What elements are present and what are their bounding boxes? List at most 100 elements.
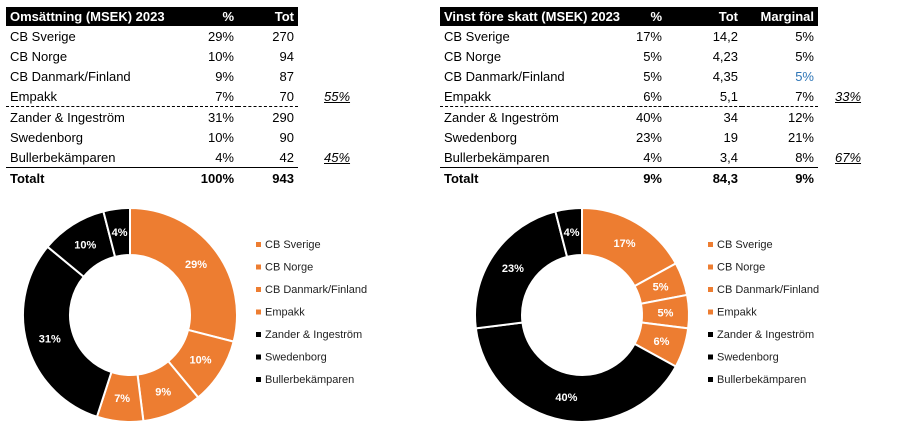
revenue-legend-marker	[256, 377, 261, 382]
revenue-legend-marker	[256, 264, 261, 270]
profit-header-tot: Tot	[666, 7, 742, 26]
row-pct: 10%	[207, 129, 234, 145]
table-row: Swedenborg 10% 90	[6, 127, 298, 147]
profit-header-name: Vinst före skatt (MSEK) 2023	[440, 7, 630, 26]
profit-slice-label: 4%	[564, 227, 580, 239]
row-tot: 14,2	[712, 28, 738, 44]
revenue-legend-marker	[256, 242, 261, 247]
revenue-group1-share: 55%	[324, 89, 351, 104]
profit-legend-item: Swedenborg	[717, 352, 779, 364]
row-tot: 70	[238, 86, 298, 107]
table-row: CB Norge 10% 94	[6, 46, 298, 66]
row-pct: 17%	[635, 28, 662, 44]
profit-group2-share: 67%	[835, 150, 862, 165]
profit-header-pct: %	[630, 7, 666, 26]
row-name: CB Sverige	[10, 28, 76, 44]
total-margin: 9%	[742, 167, 818, 188]
row-name: CB Danmark/Finland	[10, 68, 131, 84]
profit-slice-label: 6%	[653, 336, 669, 348]
revenue-legend-marker	[256, 332, 261, 337]
row-name: Zander & Ingeström	[444, 109, 559, 125]
table-row: Empakk 7% 70	[6, 86, 298, 107]
profit-legend-marker	[708, 332, 713, 337]
row-margin: 5%	[795, 68, 814, 84]
revenue-legend-marker	[256, 354, 261, 360]
revenue-legend-item: CB Danmark/Finland	[265, 284, 367, 296]
revenue-header-name: Omsättning (MSEK) 2023	[6, 7, 190, 26]
revenue-legend-item: Zander & Ingeström	[265, 329, 362, 341]
revenue-group2-share: 45%	[324, 150, 351, 165]
revenue-slice-label: 10%	[74, 239, 96, 251]
profit-slice-label: 17%	[613, 238, 635, 250]
revenue-slice-label: 31%	[39, 333, 61, 345]
row-margin: 8%	[795, 149, 814, 165]
row-name: CB Norge	[444, 48, 502, 64]
row-margin: 7%	[742, 86, 818, 107]
revenue-slice-label: 4%	[112, 227, 128, 239]
revenue-legend-item: Empakk	[265, 307, 305, 319]
profit-donut-chart: 17% 5% 5% 6% 40% 23% 4%	[474, 206, 690, 423]
row-pct: 5%	[643, 68, 662, 84]
revenue-legend-item: Bullerbekämparen	[265, 374, 354, 386]
profit-header-margin: Marginal	[742, 7, 818, 26]
revenue-header-pct: %	[190, 7, 238, 26]
profit-legend-item: Empakk	[717, 307, 757, 319]
row-name: Zander & Ingeström	[10, 109, 125, 125]
profit-donut-legend: CB Sverige CB Norge CB Danmark/Finland Empa…	[708, 239, 819, 386]
row-name: Bullerbekämparen	[444, 149, 550, 165]
profit-legend-marker	[708, 377, 713, 382]
row-pct: 6%	[630, 86, 666, 107]
row-name: Swedenborg	[444, 129, 517, 145]
profit-legend-item: CB Sverige	[717, 239, 773, 251]
profit-slice-bullerbek-mparen	[554, 206, 583, 259]
profit-legend-marker	[708, 309, 713, 315]
row-pct: 9%	[215, 68, 234, 84]
revenue-header-tot: Tot	[238, 7, 298, 26]
profit-group1-share: 33%	[835, 89, 862, 104]
row-pct: 23%	[635, 129, 662, 145]
revenue-legend-marker	[256, 309, 261, 315]
row-name: Empakk	[6, 86, 190, 107]
row-tot: 19	[723, 129, 738, 145]
row-pct: 31%	[207, 109, 234, 125]
revenue-legend-item: Swedenborg	[265, 352, 327, 364]
row-tot: 270	[272, 28, 294, 44]
row-tot: 90	[279, 129, 294, 145]
row-tot: 42	[279, 149, 294, 165]
revenue-slice-label: 9%	[155, 387, 171, 399]
row-name: Swedenborg	[10, 129, 83, 145]
revenue-donut-chart: 29% 10% 9% 7% 31% 10% 4%	[22, 206, 238, 423]
row-pct: 5%	[643, 48, 662, 64]
revenue-table: Omsättning (MSEK) 2023 % Tot CB Sverige …	[6, 7, 298, 188]
profit-table: Vinst före skatt (MSEK) 2023 % Tot Margi…	[440, 7, 818, 188]
row-name: CB Danmark/Finland	[444, 68, 565, 84]
revenue-donut-legend: CB Sverige CB Norge CB Danmark/Finland Empa…	[256, 239, 367, 386]
table-row: CB Norge 5% 4,23 5%	[440, 46, 818, 66]
revenue-slice-label: 7%	[114, 393, 130, 405]
table-row: CB Danmark/Finland 9% 87	[6, 66, 298, 86]
row-name: CB Sverige	[444, 28, 510, 44]
row-name: Bullerbekämparen	[10, 149, 116, 165]
total-tot: 84,3	[666, 167, 742, 188]
row-margin: 12%	[787, 109, 814, 125]
total-pct: 9%	[630, 167, 666, 188]
table-row: Zander & Ingeström 40% 34 12%	[440, 107, 818, 128]
row-pct: 4%	[215, 149, 234, 165]
table-row: Swedenborg 23% 19 21%	[440, 127, 818, 147]
row-tot: 5,1	[666, 86, 742, 107]
row-tot: 290	[272, 109, 294, 125]
row-tot: 4,35	[712, 68, 738, 84]
profit-slice-label: 40%	[555, 392, 577, 404]
profit-legend-item: Bullerbekämparen	[717, 374, 806, 386]
profit-legend-item: CB Norge	[717, 262, 765, 274]
total-name: Totalt	[6, 167, 190, 188]
table-row: CB Danmark/Finland 5% 4,35 5%	[440, 66, 818, 86]
profit-slice-label: 5%	[658, 307, 674, 319]
revenue-slice-zander-ingestr-m	[22, 245, 113, 419]
revenue-slice-label: 10%	[189, 355, 211, 367]
revenue-slice-label: 29%	[185, 259, 207, 271]
profit-legend-item: Zander & Ingeström	[717, 329, 814, 341]
row-tot: 4,23	[712, 48, 738, 64]
row-margin: 5%	[795, 48, 814, 64]
